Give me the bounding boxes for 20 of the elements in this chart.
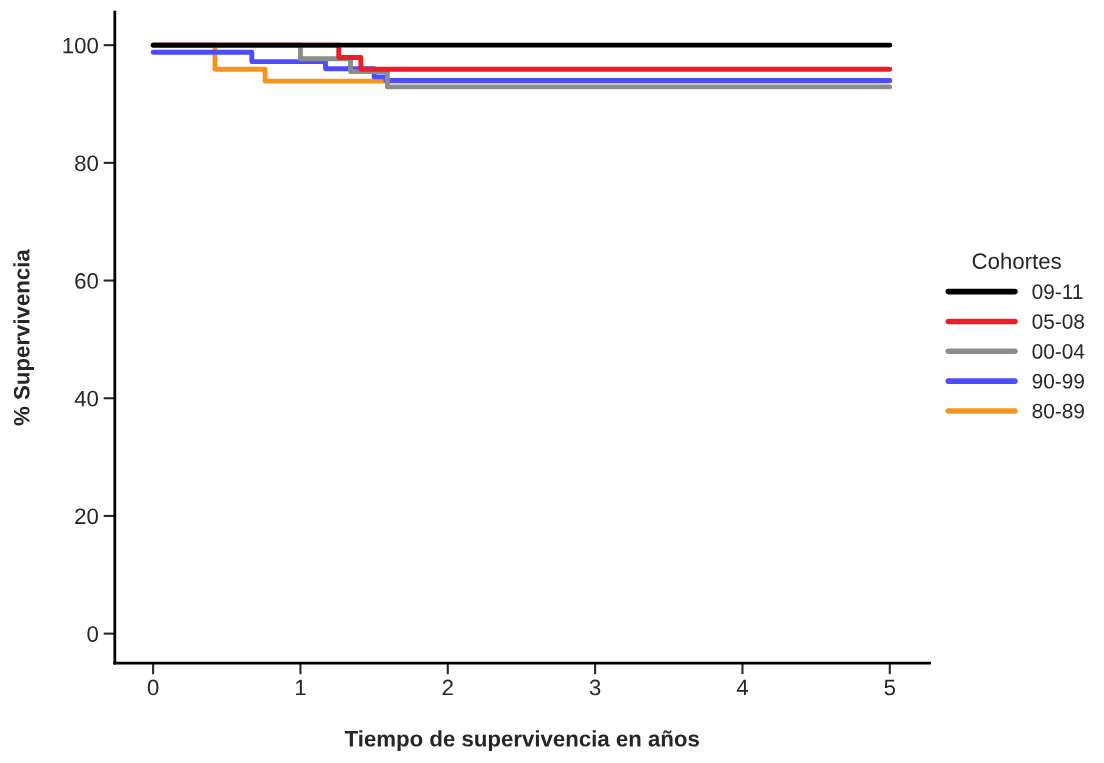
x-tick-label: 4 xyxy=(736,679,748,696)
x-tick-label: 0 xyxy=(147,679,159,696)
x-axis-title: Tiempo de supervivencia en años xyxy=(344,730,699,752)
legend-title: Cohortes xyxy=(972,252,1061,269)
x-tick-label: 5 xyxy=(884,679,896,696)
y-tick-label: 40 xyxy=(74,390,98,407)
legend-label: 80-89 xyxy=(1032,403,1084,419)
legend-label: 00-04 xyxy=(1032,344,1085,359)
x-tick-label: 2 xyxy=(442,679,453,696)
y-axis-title: % Supervivencia xyxy=(13,249,34,426)
legend-label: 90-99 xyxy=(1032,373,1084,389)
y-tick-label: 0 xyxy=(87,626,98,642)
y-tick-label: 80 xyxy=(75,155,98,172)
y-tick-label: 20 xyxy=(75,508,98,525)
x-tick-label: 3 xyxy=(589,679,601,696)
x-tick-label: 1 xyxy=(295,679,306,696)
legend-label: 05-08 xyxy=(1032,314,1085,329)
legend-label: 09-11 xyxy=(1032,284,1083,300)
y-tick-label: 100 xyxy=(63,37,98,54)
y-tick-label: 60 xyxy=(75,273,98,289)
